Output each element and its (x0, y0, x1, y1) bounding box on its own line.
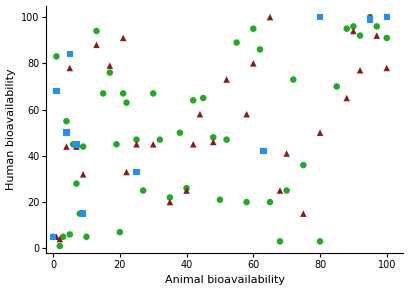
Point (277, 188, 283, 193)
Point (257, 47, 263, 52)
Point (140, 188, 146, 193)
Point (200, 96, 207, 100)
Point (53, 235, 60, 239)
Point (73, 142, 80, 147)
Point (317, 239, 323, 244)
X-axis label: Animal bioavailability: Animal bioavailability (165, 276, 285, 285)
Y-axis label: Human bioavailability: Human bioavailability (6, 68, 16, 190)
Point (123, 170, 130, 174)
Point (344, 96, 350, 100)
Point (267, 15, 273, 19)
Point (56, 237, 63, 242)
Point (384, 36, 390, 40)
Point (166, 200, 173, 204)
Point (357, 68, 363, 73)
Point (243, 112, 250, 117)
Point (67, 66, 73, 70)
Point (350, 29, 357, 33)
Point (67, 52, 73, 56)
Point (166, 195, 173, 200)
Point (223, 77, 230, 82)
Point (367, 15, 373, 19)
Point (83, 235, 90, 239)
Point (56, 244, 63, 248)
Point (300, 211, 307, 216)
Point (177, 130, 183, 135)
Point (234, 40, 240, 45)
Point (283, 188, 290, 193)
Point (80, 211, 86, 216)
Point (120, 91, 126, 96)
Point (157, 137, 163, 142)
Point (73, 181, 80, 186)
Point (53, 54, 60, 59)
Point (357, 33, 363, 38)
Point (93, 42, 100, 47)
Point (76, 211, 83, 216)
Point (283, 151, 290, 156)
Point (183, 186, 190, 191)
Point (73, 144, 80, 149)
Point (133, 142, 140, 147)
Point (70, 142, 76, 147)
Point (190, 142, 196, 147)
Point (223, 137, 230, 142)
Point (183, 188, 190, 193)
Point (290, 77, 297, 82)
Point (117, 230, 123, 235)
Point (63, 144, 70, 149)
Point (190, 98, 196, 103)
Point (373, 33, 380, 38)
Point (93, 29, 100, 33)
Point (50, 235, 56, 239)
Point (50, 235, 56, 239)
Point (67, 232, 73, 237)
Point (367, 15, 373, 19)
Point (80, 172, 86, 177)
Point (210, 135, 216, 140)
Point (197, 112, 203, 117)
Point (100, 91, 106, 96)
Point (133, 170, 140, 174)
Point (63, 130, 70, 135)
Point (217, 197, 223, 202)
Point (333, 84, 340, 89)
Point (384, 15, 390, 19)
Point (210, 140, 216, 144)
Point (250, 26, 256, 31)
Point (53, 89, 60, 93)
Point (317, 15, 323, 19)
Point (150, 142, 157, 147)
Point (113, 142, 120, 147)
Point (107, 63, 113, 68)
Point (384, 66, 390, 70)
Point (277, 239, 283, 244)
Point (63, 119, 70, 123)
Point (317, 130, 323, 135)
Point (367, 17, 373, 22)
Point (260, 149, 267, 154)
Point (350, 24, 357, 29)
Point (344, 26, 350, 31)
Point (107, 70, 113, 75)
Point (133, 137, 140, 142)
Point (60, 235, 66, 239)
Point (250, 61, 256, 66)
Point (150, 91, 157, 96)
Point (300, 163, 307, 167)
Point (123, 100, 130, 105)
Point (373, 24, 380, 29)
Point (243, 200, 250, 204)
Point (267, 200, 273, 204)
Point (120, 36, 126, 40)
Point (80, 144, 86, 149)
